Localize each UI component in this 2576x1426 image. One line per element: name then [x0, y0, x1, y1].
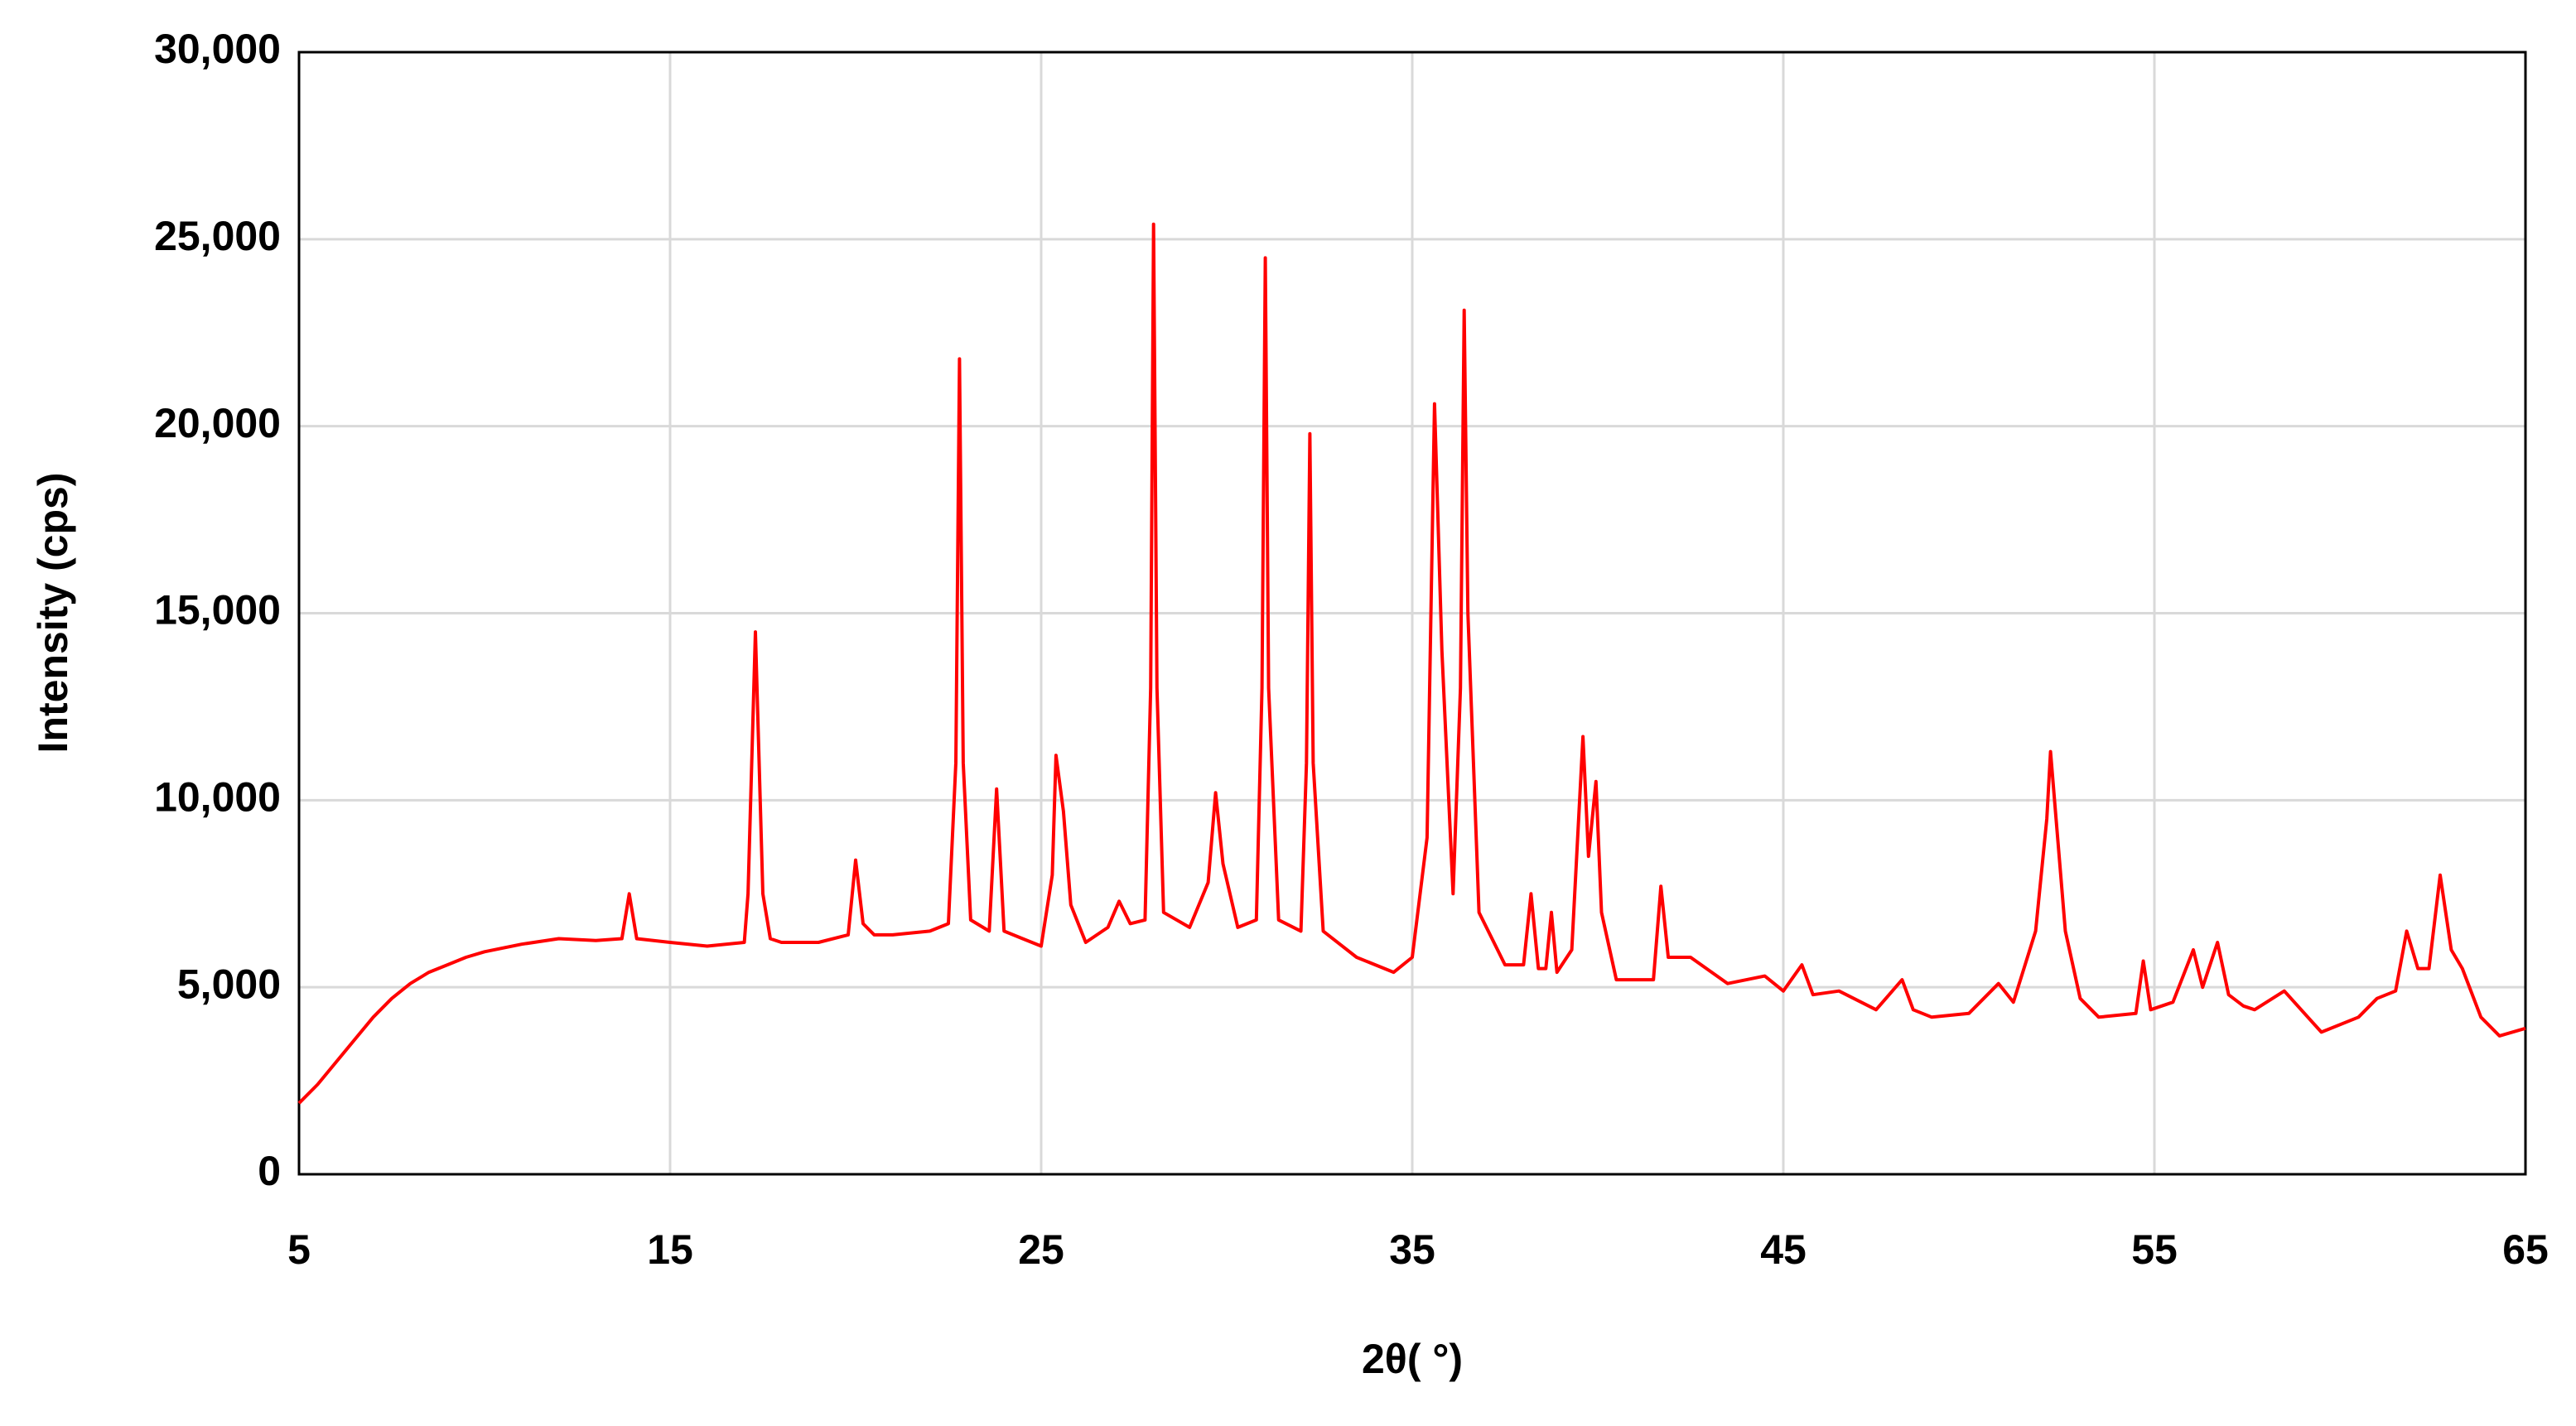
- data-line: [297, 222, 2526, 1105]
- x-tick-label: 5: [287, 1226, 311, 1273]
- x-tick-label: 25: [1018, 1226, 1064, 1273]
- y-tick-label: 5,000: [177, 961, 281, 1007]
- x-tick-label: 55: [2131, 1226, 2178, 1273]
- x-tick-label: 45: [1760, 1226, 1807, 1273]
- y-tick-label: 30,000: [154, 26, 281, 72]
- x-axis-label: 2θ( °): [1362, 1336, 1463, 1382]
- y-tick-label: 0: [258, 1148, 281, 1194]
- y-tick-label: 25,000: [154, 213, 281, 259]
- x-tick-label: 15: [647, 1226, 693, 1273]
- plot-frame: [297, 51, 2527, 1176]
- y-tick-label: 15,000: [154, 587, 281, 634]
- y-axis-label: Intensity (cps): [30, 473, 76, 754]
- x-tick-label: 35: [1389, 1226, 1435, 1273]
- x-tick-label: 65: [2502, 1226, 2549, 1273]
- y-tick-label: 20,000: [154, 400, 281, 446]
- y-tick-label: 10,000: [154, 774, 281, 821]
